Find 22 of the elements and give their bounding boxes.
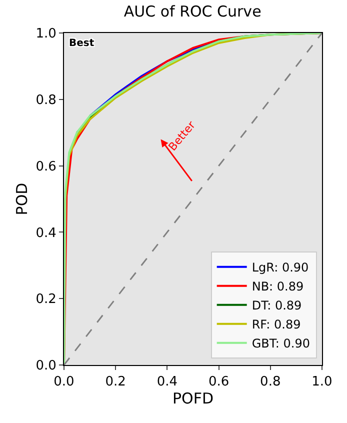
x-tick-label: 1.0 (312, 374, 332, 390)
y-tick-label: 0.6 (36, 159, 56, 174)
x-axis-title: POFD (172, 390, 214, 408)
y-tick-label: 0.4 (36, 226, 56, 241)
legend-label: NB: 0.89 (252, 280, 304, 294)
x-tick-label: 0.2 (105, 374, 126, 390)
y-tick-label: 0.8 (36, 92, 56, 108)
chart-title: AUC of ROC Curve (124, 2, 262, 20)
legend-label: RF: 0.89 (252, 318, 301, 332)
legend-label: DT: 0.89 (252, 298, 302, 313)
legend-label: LgR: 0.90 (252, 260, 309, 275)
x-tick-label: 0.6 (208, 374, 230, 390)
y-axis-title: POD (12, 182, 31, 216)
legend-label: GBT: 0.90 (252, 336, 310, 351)
y-tick-label: 0.2 (36, 292, 56, 308)
x-tick-label: 0.4 (156, 374, 178, 390)
y-tick-label: 1.0 (36, 26, 56, 42)
y-tick-label: 0.0 (36, 358, 56, 374)
x-tick-label: 0.8 (260, 374, 281, 390)
annotation: Best (69, 38, 94, 49)
line-series (64, 33, 322, 365)
x-tick-label: 0.0 (54, 374, 74, 390)
